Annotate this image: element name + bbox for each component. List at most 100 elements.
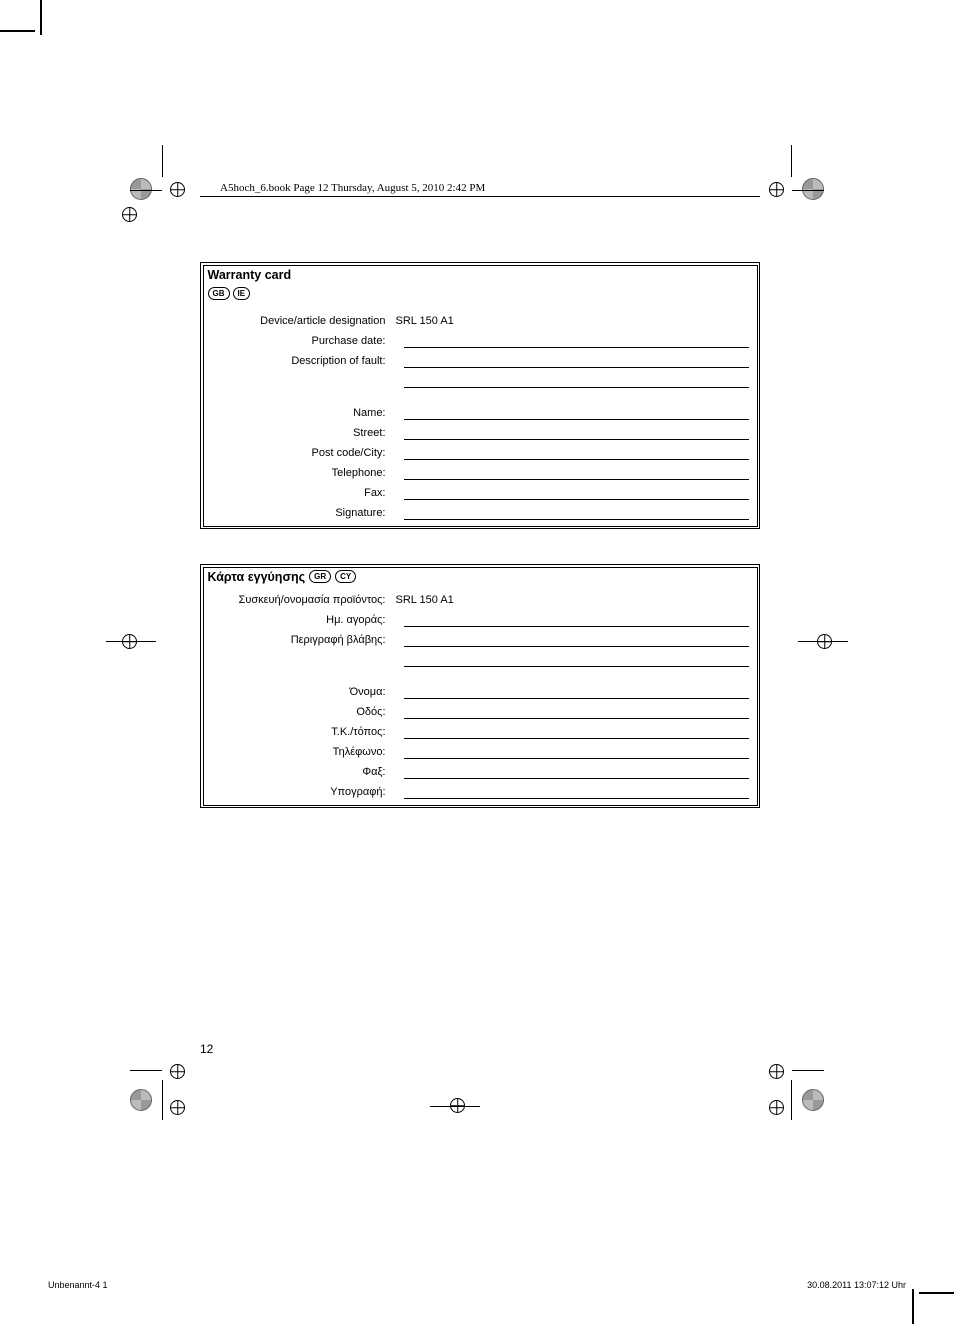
form-label: Ημ. αγοράς: [212, 614, 392, 627]
card-rows: Device/article designationSRL 150 A1Purc… [204, 307, 757, 526]
form-row: Τηλέφωνο: [212, 739, 749, 759]
registration-mark [122, 207, 137, 222]
crop-line [792, 190, 824, 191]
registration-mark [170, 1100, 185, 1115]
warranty-card-gr: Κάρτα εγγύησης GR CY Συσκευή/ονομασία πρ… [200, 564, 760, 808]
form-value: SRL 150 A1 [392, 315, 749, 328]
fill-line [404, 629, 749, 647]
form-label: Fax: [212, 487, 392, 500]
form-label: Φαξ: [212, 766, 392, 779]
form-label: Τ.Κ./τόπος: [212, 726, 392, 739]
crop-line [130, 1070, 162, 1071]
form-row: Post code/City: [212, 440, 749, 460]
crop-line [792, 1070, 824, 1071]
footer-right: 30.08.2011 13:07:12 Uhr [807, 1280, 906, 1290]
card-title: Warranty card [204, 266, 757, 284]
form-row: Telephone: [212, 460, 749, 480]
form-label: Signature: [212, 507, 392, 520]
form-row [212, 647, 749, 667]
form-label: Street: [212, 427, 392, 440]
form-label: Description of fault: [212, 355, 392, 368]
country-pill: GB [208, 287, 230, 300]
fill-line [404, 402, 749, 420]
form-row: Street: [212, 420, 749, 440]
form-row: Description of fault: [212, 348, 749, 368]
form-label: Υπογραφή: [212, 786, 392, 799]
country-row: GB IE [204, 284, 757, 307]
form-row: Device/article designationSRL 150 A1 [212, 308, 749, 328]
form-row: Όνομα: [212, 679, 749, 699]
form-row: Name: [212, 400, 749, 420]
form-label: Τηλέφωνο: [212, 746, 392, 759]
fill-line [404, 482, 749, 500]
crop-line [791, 1080, 792, 1120]
registration-disc [802, 1089, 824, 1111]
fill-line [404, 462, 749, 480]
fill-line [404, 649, 749, 667]
form-label: Post code/City: [212, 447, 392, 460]
fill-line [404, 781, 749, 799]
form-label: Όνομα: [212, 686, 392, 699]
crop-line [162, 145, 163, 177]
country-pill: CY [335, 570, 356, 583]
form-row: Signature: [212, 500, 749, 520]
crop-line [130, 190, 162, 191]
form-row: Συσκευή/ονομασία προϊόντος:SRL 150 A1 [212, 587, 749, 607]
form-label [212, 387, 392, 388]
registration-mark [769, 182, 784, 197]
form-row: Υπογραφή: [212, 779, 749, 799]
crop-mark [0, 30, 35, 32]
card-title-text: Warranty card [208, 268, 292, 282]
fill-line [404, 701, 749, 719]
crop-line [798, 641, 848, 642]
country-pill: IE [233, 287, 251, 300]
registration-disc [130, 1089, 152, 1111]
footer-left: Unbenannt-4 1 [48, 1280, 108, 1290]
fill-line [404, 502, 749, 520]
form-row: Οδός: [212, 699, 749, 719]
crop-mark [919, 1292, 954, 1294]
page-number: 12 [200, 1042, 213, 1056]
page-content: A5hoch_6.book Page 12 Thursday, August 5… [200, 182, 760, 843]
form-row: Fax: [212, 480, 749, 500]
crop-line [106, 641, 156, 642]
form-row: Ημ. αγοράς: [212, 607, 749, 627]
fill-line [404, 681, 749, 699]
row-spacer [212, 388, 749, 400]
form-value: SRL 150 A1 [392, 594, 749, 607]
warranty-card-en: Warranty card GB IE Device/article desig… [200, 262, 760, 529]
crop-line [791, 145, 792, 177]
crop-mark [912, 1289, 914, 1324]
registration-disc [802, 178, 824, 200]
fill-line [404, 370, 749, 388]
fill-line [404, 721, 749, 739]
form-row [212, 368, 749, 388]
fill-line [404, 761, 749, 779]
fill-line [404, 330, 749, 348]
form-label: Συσκευή/ονομασία προϊόντος: [212, 594, 392, 607]
form-label: Purchase date: [212, 335, 392, 348]
fill-line [404, 741, 749, 759]
fill-line [404, 422, 749, 440]
form-label: Telephone: [212, 467, 392, 480]
form-label [212, 666, 392, 667]
registration-mark [170, 1064, 185, 1079]
form-row: Purchase date: [212, 328, 749, 348]
fill-line [404, 442, 749, 460]
registration-mark [769, 1100, 784, 1115]
card-rows: Συσκευή/ονομασία προϊόντος:SRL 150 A1Ημ.… [204, 586, 757, 805]
card-title: Κάρτα εγγύησης GR CY [204, 568, 757, 586]
crop-mark [40, 0, 42, 35]
form-row: Τ.Κ./τόπος: [212, 719, 749, 739]
registration-disc [130, 178, 152, 200]
form-label: Name: [212, 407, 392, 420]
header-line: A5hoch_6.book Page 12 Thursday, August 5… [200, 182, 760, 197]
crop-line [162, 1080, 163, 1120]
fill-line [404, 350, 749, 368]
registration-mark [170, 182, 185, 197]
crop-line [430, 1106, 480, 1107]
form-label: Device/article designation [212, 315, 392, 328]
form-row: Περιγραφή βλάβης: [212, 627, 749, 647]
row-spacer [212, 667, 749, 679]
country-pill: GR [309, 570, 331, 583]
